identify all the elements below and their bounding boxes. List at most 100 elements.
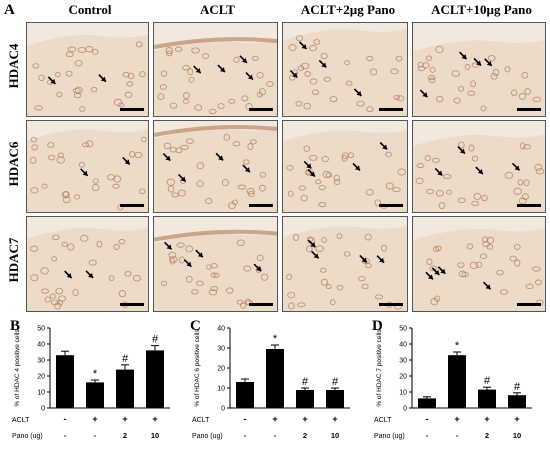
micrograph-hdac7-2 xyxy=(153,216,278,312)
column-header-control: Control xyxy=(68,2,112,17)
pano-value: 2 xyxy=(303,431,307,440)
scale-bar xyxy=(249,108,273,111)
y-tick-label: 10 xyxy=(217,386,225,393)
arrow-marker xyxy=(484,58,493,67)
significance-mark: * xyxy=(273,333,278,345)
arrow-marker xyxy=(419,89,428,98)
y-tick-label: 0 xyxy=(403,406,407,413)
aclt-value: + xyxy=(272,414,277,424)
arrow-marker xyxy=(177,173,187,183)
chart-d-svg: % of HDAC 7 positive cells 0 10 20 30 40 50 - - *… xyxy=(374,326,532,440)
scale-bar xyxy=(379,303,403,306)
bar-3 xyxy=(478,389,496,408)
y-tick-label: 0 xyxy=(221,406,225,413)
scale-bar xyxy=(379,108,403,111)
y-tick-label: 40 xyxy=(37,342,45,349)
micrograph-hdac6-2 xyxy=(153,120,278,213)
aclt-value: + xyxy=(514,414,519,424)
pano-value: - xyxy=(64,431,67,440)
arrow-marker xyxy=(245,71,254,81)
y-tick-label: 30 xyxy=(37,358,45,365)
significance-mark: # xyxy=(332,376,339,388)
significance-mark: * xyxy=(455,340,460,352)
pano-value: 10 xyxy=(513,431,521,440)
arrow-marker xyxy=(482,281,492,290)
bar-2 xyxy=(86,382,104,408)
arrow-marker xyxy=(122,156,131,165)
pano-value: - xyxy=(456,431,459,440)
pano-row-label: Pano (ug) xyxy=(192,433,223,440)
bar-1 xyxy=(418,398,436,408)
arrow-marker xyxy=(64,270,73,279)
micrograph-hdac4-2 xyxy=(153,22,278,117)
arrow-marker xyxy=(183,259,192,268)
arrow-marker xyxy=(311,250,320,259)
arrow-marker xyxy=(242,164,251,173)
pano-value: - xyxy=(426,431,429,440)
y-tick-label: 20 xyxy=(37,374,45,381)
row-header-hdac4: HDAC4 xyxy=(6,43,21,89)
significance-mark: # xyxy=(514,381,521,393)
pano-row-label: Pano (ug) xyxy=(374,433,405,440)
pano-value: 2 xyxy=(485,431,489,440)
arrow-marker xyxy=(85,270,94,279)
aclt-row-label: ACLT xyxy=(374,417,392,424)
scale-bar xyxy=(379,204,403,207)
arrow-marker xyxy=(353,88,362,97)
arrow-marker xyxy=(215,152,224,161)
y-tick-label: 20 xyxy=(217,366,225,373)
arrow-marker xyxy=(352,162,361,171)
significance-mark: # xyxy=(152,334,159,346)
panel-d-label: D xyxy=(372,318,383,334)
y-tick-label: 0 xyxy=(41,406,45,413)
micrograph-hdac7-3 xyxy=(282,216,408,312)
micrograph-hdac6-1 xyxy=(26,120,149,213)
aclt-value: - xyxy=(426,414,429,424)
scale-bar xyxy=(120,204,144,207)
aclt-row-label: ACLT xyxy=(12,417,30,424)
column-header-aclt-2ug-pano: ACLT+2µg Pano xyxy=(300,2,396,17)
y-tick-label: 50 xyxy=(37,326,45,333)
micrograph-hdac7-1 xyxy=(26,216,149,312)
bar-2 xyxy=(448,355,466,408)
micrograph-hdac6-4 xyxy=(412,120,546,213)
arrow-marker xyxy=(47,76,56,85)
aclt-value: + xyxy=(454,414,459,424)
pano-value: - xyxy=(244,431,247,440)
arrow-marker xyxy=(318,59,327,69)
aclt-value: + xyxy=(484,414,489,424)
aclt-value: + xyxy=(92,414,97,424)
arrow-marker xyxy=(307,239,316,248)
scale-bar xyxy=(120,108,144,111)
arrow-marker xyxy=(475,166,484,175)
arrow-marker xyxy=(379,141,388,151)
pano-value: 10 xyxy=(331,431,339,440)
arrow-marker xyxy=(359,254,368,264)
pano-value: - xyxy=(274,431,277,440)
row-header-hdac6: HDAC6 xyxy=(6,141,21,187)
aclt-row-label: ACLT xyxy=(192,417,210,424)
arrow-marker xyxy=(289,69,298,79)
y-tick-label: 30 xyxy=(399,358,407,365)
micrograph-hdac4-1 xyxy=(26,22,149,117)
arrow-marker xyxy=(307,168,316,178)
bar-1 xyxy=(56,355,74,408)
chart-c-hdac6: % of HDAC 6 positive cells 0 10 20 30 40 - - * + -… xyxy=(190,322,370,458)
bar-2 xyxy=(266,349,284,408)
pano-value: - xyxy=(94,431,97,440)
arrow-marker xyxy=(298,41,308,50)
y-axis-label: % of HDAC 4 positive cells xyxy=(14,329,21,407)
y-axis-label: % of HDAC 6 positive cells xyxy=(194,329,201,407)
arrow-marker xyxy=(437,266,446,275)
chart-b-svg: % of HDAC 4 positive cells 0 10 20 30 40 50 - - *… xyxy=(12,326,170,440)
y-axis-label: % of HDAC 7 positive cells xyxy=(376,329,383,407)
pano-value: 2 xyxy=(123,431,127,440)
aclt-value: + xyxy=(152,414,157,424)
y-tick-label: 40 xyxy=(217,326,225,333)
chart-c-svg: % of HDAC 6 positive cells 0 10 20 30 40 - - * + -… xyxy=(192,326,350,440)
arrow-marker xyxy=(239,55,248,64)
panel-b-label: B xyxy=(10,318,21,334)
micrograph-hdac7-4 xyxy=(412,216,546,312)
y-tick-label: 40 xyxy=(399,342,407,349)
arrow-marker xyxy=(376,255,385,264)
